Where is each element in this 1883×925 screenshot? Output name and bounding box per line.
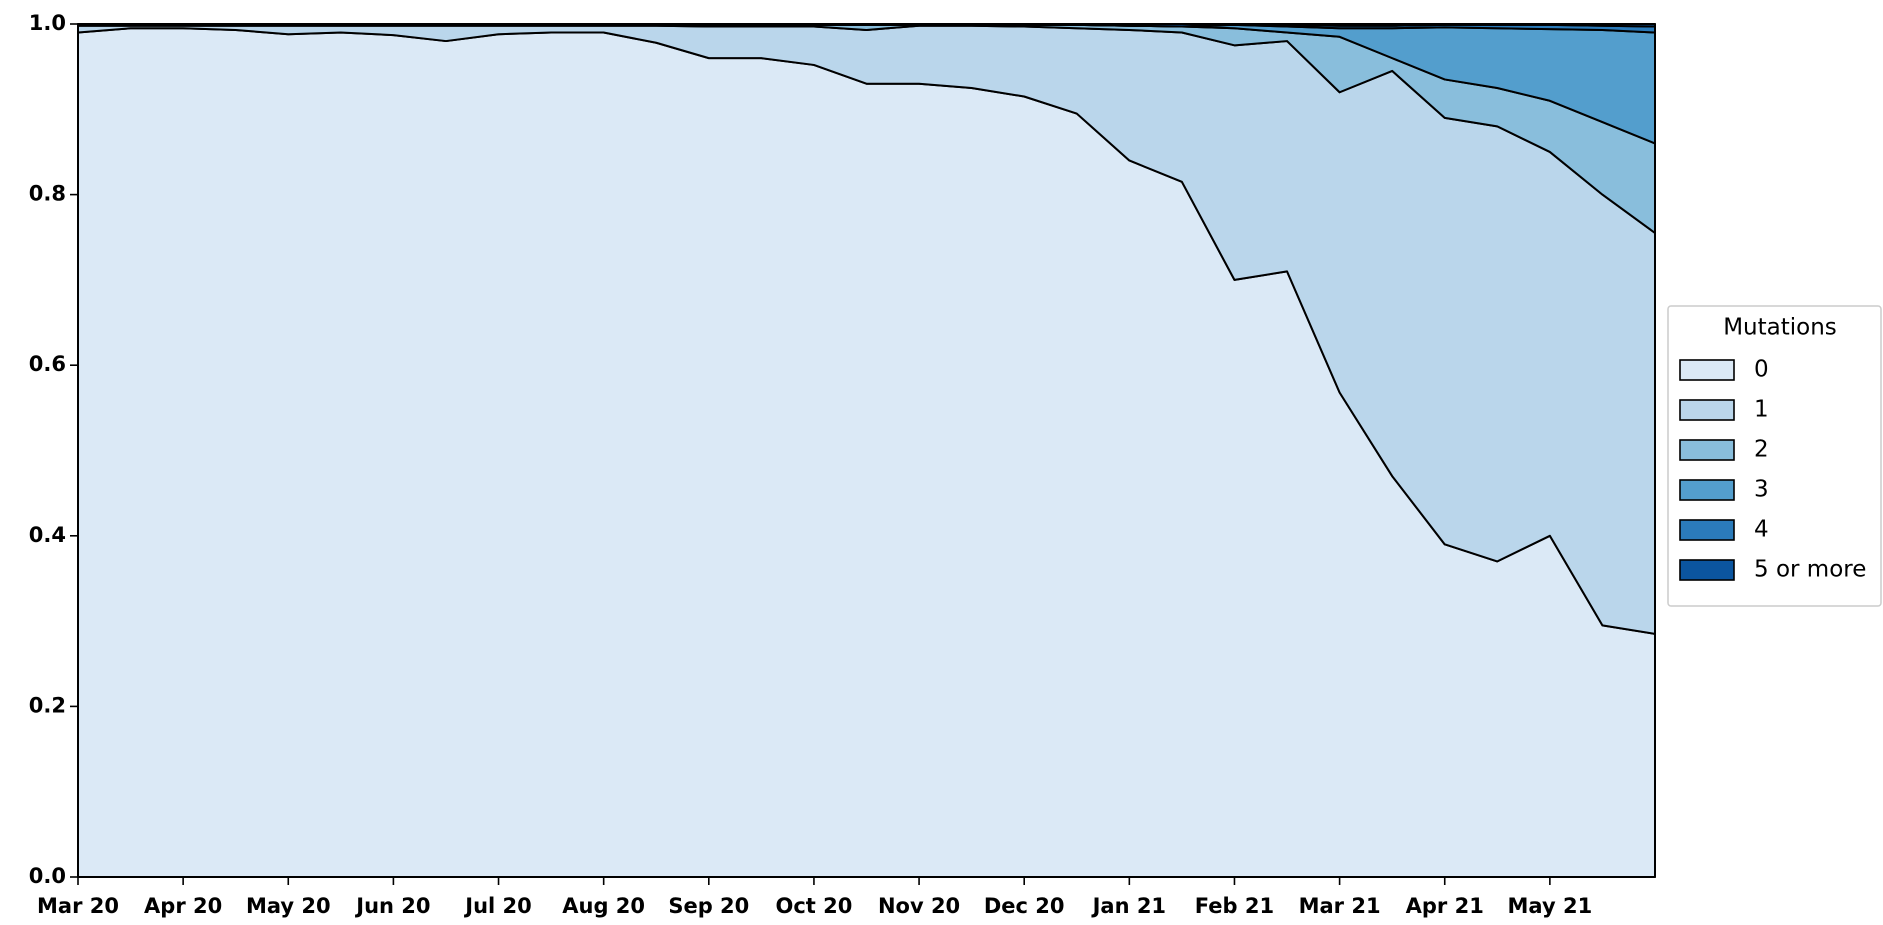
y-tick-label: 0.4 xyxy=(29,523,66,547)
legend-label: 1 xyxy=(1754,397,1769,423)
x-tick-label: Apr 21 xyxy=(1406,894,1484,918)
x-tick-label: May 21 xyxy=(1508,894,1593,918)
legend-swatch xyxy=(1679,519,1735,541)
legend-label: 3 xyxy=(1754,477,1769,503)
legend-swatch xyxy=(1679,359,1735,381)
legend-label: 4 xyxy=(1754,517,1769,543)
legend-swatch xyxy=(1679,559,1735,581)
x-tick-label: Sep 20 xyxy=(668,894,749,918)
legend-swatch xyxy=(1679,399,1735,421)
y-tick-label: 0.2 xyxy=(29,693,66,717)
legend-swatch xyxy=(1679,439,1735,461)
legend-label: 0 xyxy=(1754,357,1769,383)
legend-label: 2 xyxy=(1754,437,1769,463)
y-tick-label: 0.8 xyxy=(29,182,66,206)
y-tick-label: 0.6 xyxy=(29,352,66,376)
legend-swatch xyxy=(1679,479,1735,501)
x-tick-label: Nov 20 xyxy=(878,894,960,918)
x-tick-label: Aug 20 xyxy=(562,894,645,918)
x-tick-label: Apr 20 xyxy=(144,894,222,918)
x-tick-label: Jun 20 xyxy=(354,894,430,918)
x-tick-label: Mar 20 xyxy=(37,894,119,918)
x-tick-label: May 20 xyxy=(246,894,331,918)
y-tick-label: 0.0 xyxy=(29,864,66,888)
plot-frame xyxy=(77,23,1656,878)
x-tick-label: Jan 21 xyxy=(1091,894,1166,918)
x-tick-label: Dec 20 xyxy=(984,894,1065,918)
y-tick-label: 1.0 xyxy=(29,11,66,35)
x-tick-label: Mar 21 xyxy=(1299,894,1381,918)
x-tick-label: Jul 20 xyxy=(463,894,532,918)
legend-title: Mutations xyxy=(1723,315,1837,341)
x-tick-label: Feb 21 xyxy=(1195,894,1274,918)
legend-label: 5 or more xyxy=(1754,557,1866,583)
x-tick-label: Oct 20 xyxy=(775,894,852,918)
